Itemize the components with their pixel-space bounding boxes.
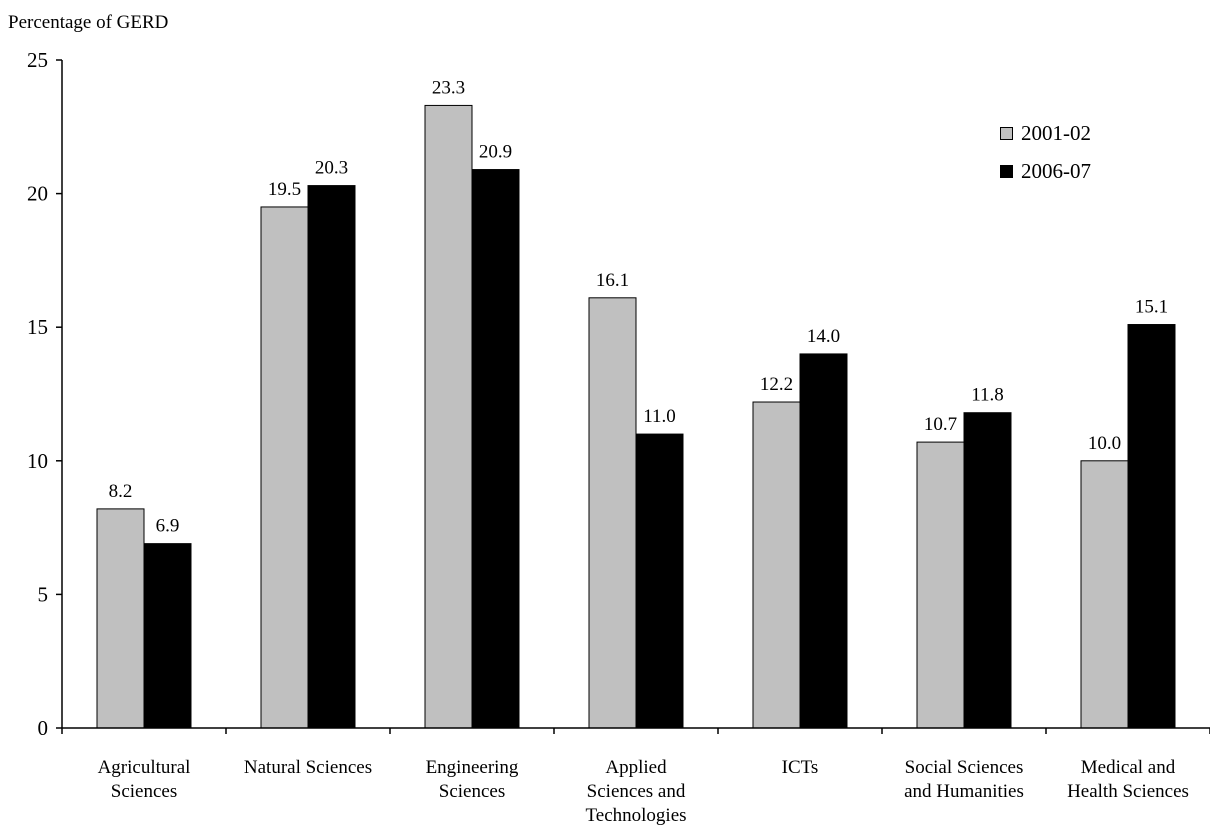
bar-series-2 <box>307 185 356 729</box>
legend-swatch-series-1 <box>1000 126 1013 140</box>
category-label: Engineering Sciences <box>397 756 547 804</box>
category-label-line: Applied <box>605 757 667 778</box>
y-axis-title: Percentage of GERD <box>8 12 169 33</box>
bar-series-2 <box>143 543 192 729</box>
bar-series-2 <box>963 412 1012 729</box>
bar-series-1 <box>96 508 145 729</box>
bar-series-1 <box>424 104 473 729</box>
y-tick-label: 25 <box>27 48 48 72</box>
category-label-line: Natural Sciences <box>243 757 373 778</box>
data-label-series-2: 11.0 <box>643 406 676 427</box>
category-label-line: Engineering <box>425 757 519 778</box>
data-label-series-2: 14.0 <box>807 326 840 347</box>
category-label: Social Sciences and Humanities <box>889 756 1039 804</box>
bar-series-1 <box>916 441 965 729</box>
data-labels: 8.2 6.9 19.5 20.3 23.3 20.9 16.1 11.0 12.2 14.0 10… <box>109 77 1169 536</box>
category-label-line: and Humanities <box>904 781 1024 802</box>
y-axis: 0 5 10 15 20 25 <box>27 48 63 740</box>
data-label-series-2: 20.9 <box>479 142 512 163</box>
category-label-line: Sciences <box>438 781 506 802</box>
category-label: ICTs <box>725 756 875 780</box>
category-label-line: Health Sciences <box>1067 781 1189 802</box>
data-label-series-1: 8.2 <box>109 481 133 502</box>
data-label-series-1: 19.5 <box>268 179 301 200</box>
category-label: Medical and Health Sciences <box>1053 756 1203 804</box>
bar-series-2 <box>635 433 684 729</box>
legend-item-series-1: 2001-02 <box>1000 118 1091 148</box>
legend-label-series-2: 2006-07 <box>1021 158 1091 183</box>
y-tick-label: 15 <box>27 315 48 339</box>
category-label-line: Medical and <box>1080 757 1176 778</box>
category-label-line: Sciences and <box>586 781 686 802</box>
data-label-series-1: 10.0 <box>1088 433 1121 454</box>
category-label: Natural Sciences <box>233 756 383 780</box>
data-label-series-1: 12.2 <box>760 374 793 395</box>
bar-series-2 <box>1127 324 1176 729</box>
legend: 2001-02 2006-07 <box>1000 118 1091 194</box>
bar-series-2 <box>799 353 848 729</box>
data-label-series-1: 16.1 <box>596 270 629 291</box>
y-tick-label: 20 <box>27 182 48 206</box>
y-tick-label: 10 <box>27 449 48 473</box>
category-label-line: Technologies <box>585 805 687 826</box>
data-label-series-2: 6.9 <box>156 516 180 537</box>
category-label: Applied Sciences and Technologies <box>561 756 711 828</box>
category-label-line: Social Sciences <box>904 757 1024 778</box>
data-label-series-1: 23.3 <box>432 77 465 98</box>
category-label-line: ICTs <box>781 757 819 778</box>
bar-series-1 <box>260 206 309 729</box>
y-tick-label: 5 <box>38 582 49 606</box>
legend-item-series-2: 2006-07 <box>1000 156 1091 186</box>
bar-series-1 <box>588 297 637 729</box>
legend-swatch-series-2 <box>1000 164 1013 178</box>
bars <box>96 104 1176 729</box>
category-label-line: Agricultural <box>97 757 191 778</box>
x-axis <box>61 727 1210 734</box>
data-label-series-2: 11.8 <box>971 385 1004 406</box>
legend-label-series-1: 2001-02 <box>1021 120 1091 145</box>
data-label-series-2: 20.3 <box>315 158 348 179</box>
bar-series-1 <box>752 401 801 729</box>
category-label: Agricultural Sciences <box>69 756 219 804</box>
data-label-series-2: 15.1 <box>1135 297 1168 318</box>
category-label-line: Sciences <box>110 781 178 802</box>
data-label-series-1: 10.7 <box>924 414 957 435</box>
y-tick-label: 0 <box>38 716 49 740</box>
bar-series-1 <box>1080 460 1129 729</box>
bar-series-2 <box>471 169 520 729</box>
